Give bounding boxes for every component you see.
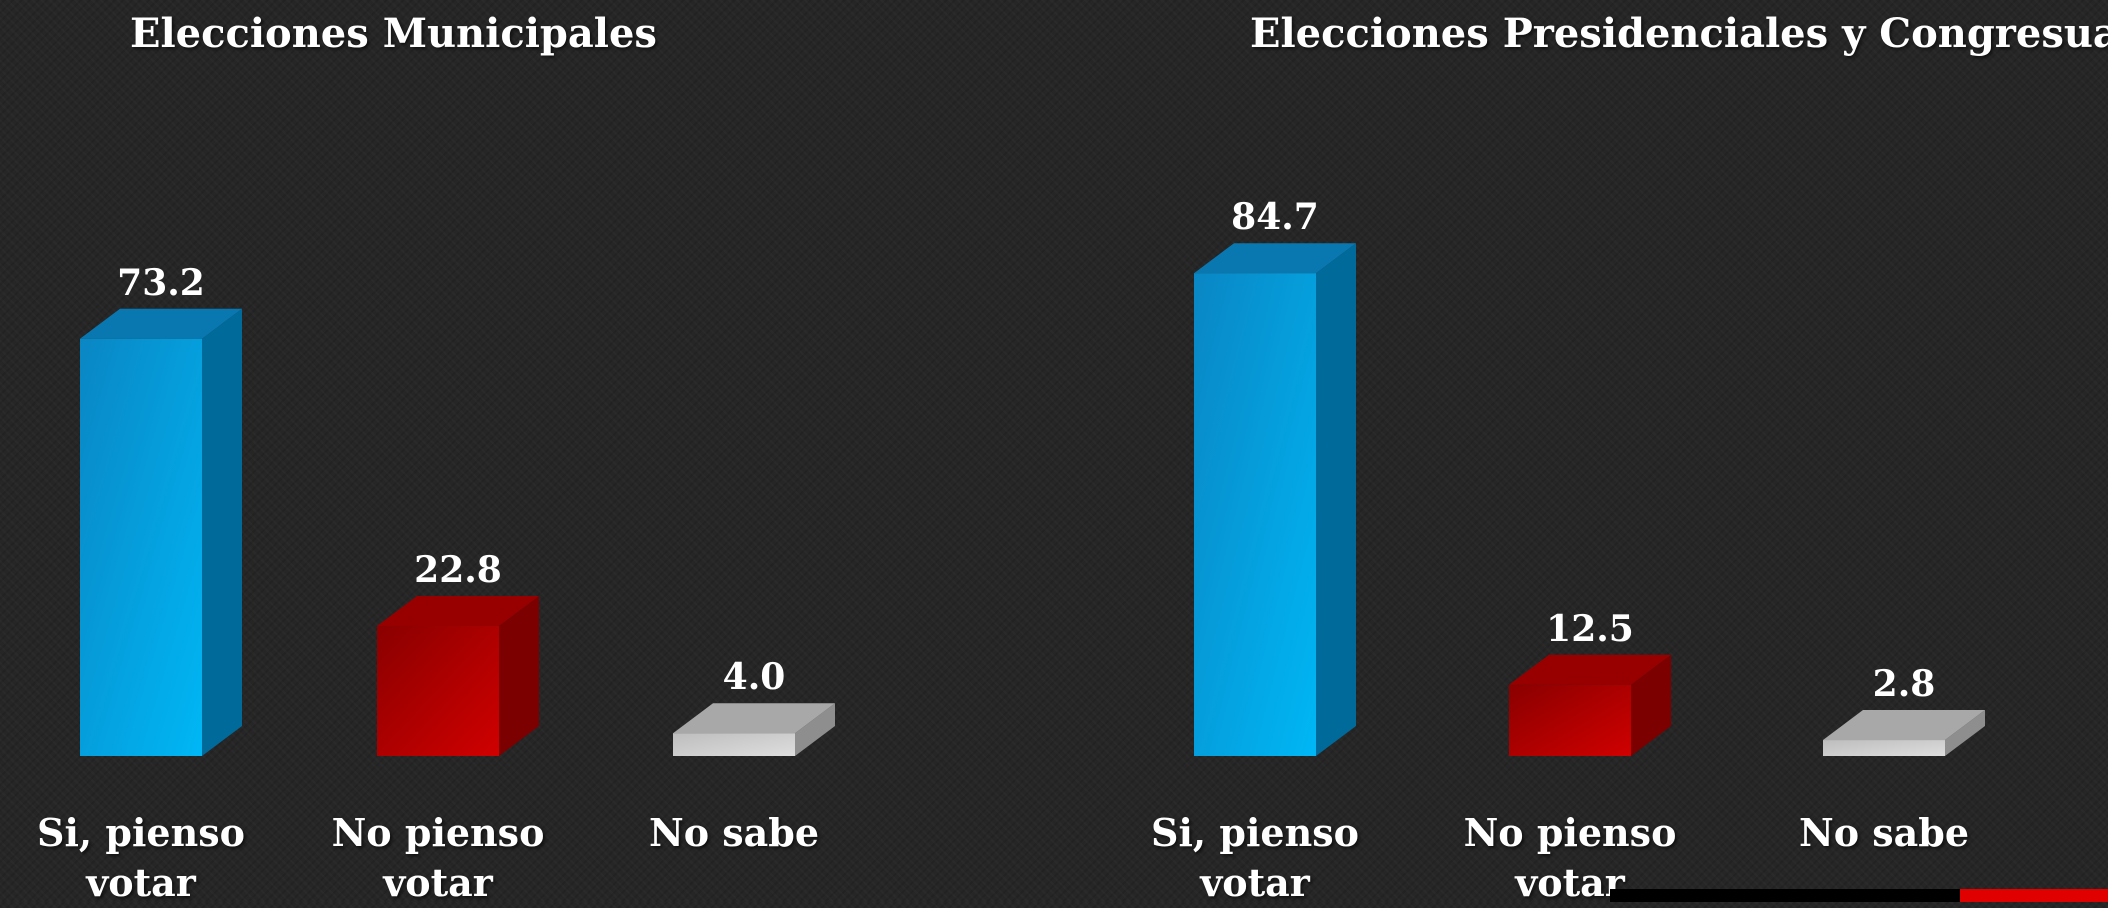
bar-front-face: [1823, 740, 1945, 756]
bar-0-1: [377, 596, 539, 756]
bar-1-0: [1194, 243, 1356, 756]
bar-front-face: [1509, 685, 1631, 756]
bar-1-1: [1509, 655, 1671, 756]
category-label-0-2: No sabe: [609, 808, 859, 858]
bar-front-face: [1194, 273, 1316, 756]
bar-side-face: [202, 309, 242, 756]
category-label-1-0: Si, pienso votar: [1130, 808, 1380, 908]
category-label-0-0: Si, pienso votar: [16, 808, 266, 908]
bar-side-face: [1316, 243, 1356, 756]
bar-front-face: [377, 626, 499, 756]
footer-strip-red: [1960, 889, 2108, 902]
value-label-1-0: 84.7: [1231, 196, 1319, 238]
value-label-0-1: 22.8: [414, 549, 502, 591]
bar-1-2: [1823, 710, 1985, 756]
category-label-0-1: No pienso votar: [313, 808, 563, 908]
bar-front-face: [673, 733, 795, 756]
value-label-1-1: 12.5: [1546, 608, 1634, 650]
value-label-1-2: 2.8: [1873, 663, 1936, 705]
bar-0-2: [673, 703, 835, 756]
bar-0-0: [80, 309, 242, 756]
category-label-1-2: No sabe: [1759, 808, 2009, 858]
footer-strip-black: [1610, 889, 1960, 902]
bar-front-face: [80, 339, 202, 756]
value-label-0-0: 73.2: [117, 262, 205, 304]
value-label-0-2: 4.0: [723, 656, 786, 698]
